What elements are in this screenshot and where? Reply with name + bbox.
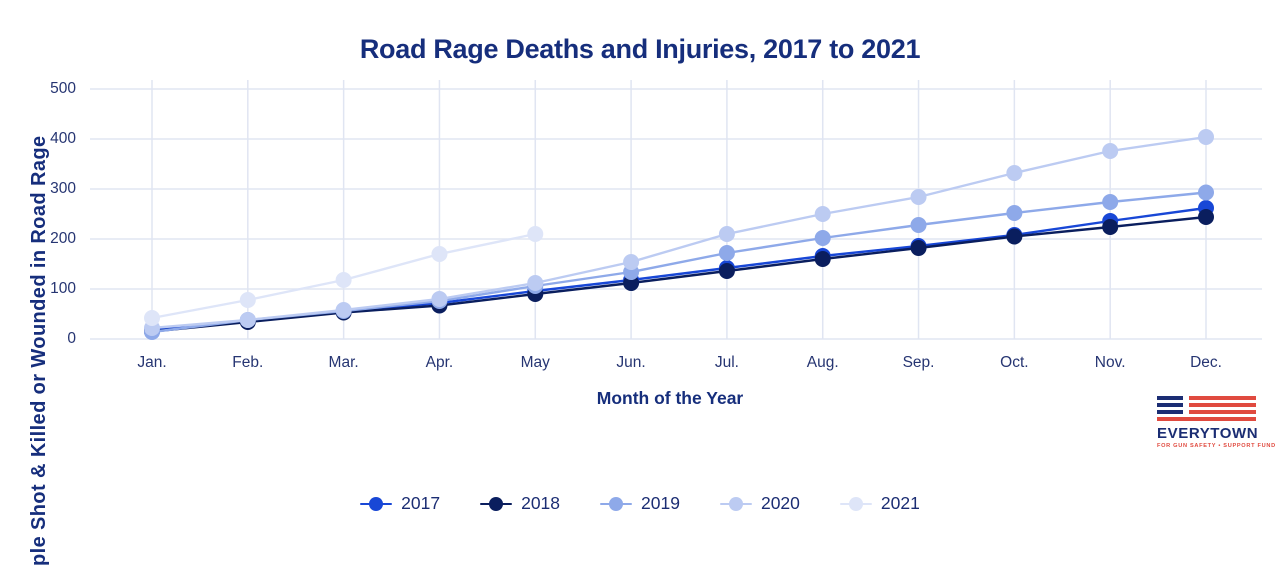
data-point-2020[interactable] <box>1102 143 1119 159</box>
legend-item-2019[interactable]: 2019 <box>600 493 680 514</box>
x-tick-label: Jun. <box>616 354 646 371</box>
legend-item-2020[interactable]: 2020 <box>719 493 800 514</box>
series-line-2020 <box>151 135 1207 330</box>
data-point-2021[interactable] <box>239 292 256 308</box>
legend-label: 2021 <box>880 493 920 513</box>
data-point-2020[interactable] <box>431 291 448 307</box>
everytown-logo: EVERYTOWN FOR GUN SAFETY • SUPPORT FUND <box>1157 396 1276 449</box>
x-tick-label: Nov. <box>1094 354 1126 371</box>
data-point-2019[interactable] <box>1198 184 1214 201</box>
logo-tagline: FOR GUN SAFETY • SUPPORT FUND <box>1157 443 1276 449</box>
data-point-2020[interactable] <box>718 226 735 242</box>
everytown-flag-icon <box>1157 396 1256 421</box>
data-point-2021[interactable] <box>527 226 544 242</box>
legend-label: 2020 <box>760 493 800 513</box>
data-point-2018[interactable] <box>1006 228 1023 245</box>
data-point-2018[interactable] <box>1198 209 1214 225</box>
legend-marker-icon <box>719 496 752 511</box>
legend-marker-icon <box>600 496 633 511</box>
chart-title: Road Rage Deaths and Injuries, 2017 to 2… <box>359 34 921 64</box>
y-tick-label: 300 <box>50 180 76 197</box>
legend-item-2017[interactable]: 2017 <box>360 493 440 514</box>
legend-label: 2019 <box>641 493 680 513</box>
series-line-2018 <box>151 215 1207 333</box>
x-tick-label: Oct. <box>1000 354 1029 371</box>
data-point-2020[interactable] <box>814 206 831 222</box>
series-line-2017 <box>151 206 1207 332</box>
x-tick-label: Mar. <box>328 354 359 371</box>
x-tick-label: Apr. <box>425 354 454 371</box>
data-point-2021[interactable] <box>431 246 448 262</box>
y-tick-label: 400 <box>50 130 76 147</box>
data-point-2019[interactable] <box>1006 205 1023 221</box>
y-tick-label: 200 <box>50 230 76 247</box>
x-tick-label: Dec. <box>1190 354 1222 371</box>
data-point-2018[interactable] <box>1102 219 1119 235</box>
data-point-2020[interactable] <box>527 275 544 291</box>
legend-label: 2018 <box>521 493 561 513</box>
x-axis-title: Month of the Year <box>596 388 744 408</box>
y-tick-label: 100 <box>50 280 76 297</box>
legend-marker-icon <box>480 496 513 511</box>
data-point-2020[interactable] <box>1198 129 1214 145</box>
legend-item-2021[interactable]: 2021 <box>839 493 920 514</box>
data-point-2019[interactable] <box>1102 194 1119 210</box>
x-tick-label: Aug. <box>806 354 839 371</box>
data-point-2020[interactable] <box>910 189 927 205</box>
series-line-2019 <box>151 191 1207 334</box>
y-tick-label: 0 <box>67 330 76 347</box>
data-point-2018[interactable] <box>623 275 640 291</box>
data-point-2019[interactable] <box>718 245 735 261</box>
x-tick-label: Sep. <box>902 354 935 371</box>
logo-wordmark: EVERYTOWN <box>1157 425 1259 442</box>
x-tick-label: Feb. <box>232 354 264 371</box>
chart-legend: 2017 2018 2019 2020 2021 <box>0 493 1280 514</box>
legend-marker-icon <box>839 496 872 511</box>
data-point-2019[interactable] <box>910 217 927 233</box>
data-point-2018[interactable] <box>814 251 831 267</box>
data-point-2020[interactable] <box>623 254 640 270</box>
x-tick-label: Jul. <box>714 354 739 371</box>
data-point-2018[interactable] <box>910 240 927 256</box>
data-point-2021[interactable] <box>335 272 352 288</box>
data-point-2018[interactable] <box>718 263 735 279</box>
legend-marker-icon <box>360 496 393 511</box>
x-tick-label: May <box>520 354 550 371</box>
data-point-2019[interactable] <box>814 230 831 246</box>
data-point-2021[interactable] <box>144 310 160 326</box>
data-point-2020[interactable] <box>335 302 352 318</box>
data-point-2020[interactable] <box>239 312 256 328</box>
y-tick-label: 500 <box>50 80 76 97</box>
x-tick-label: Jan. <box>137 354 167 371</box>
legend-label: 2017 <box>401 493 441 513</box>
data-point-2020[interactable] <box>1006 165 1023 181</box>
legend-item-2018[interactable]: 2018 <box>480 493 560 514</box>
